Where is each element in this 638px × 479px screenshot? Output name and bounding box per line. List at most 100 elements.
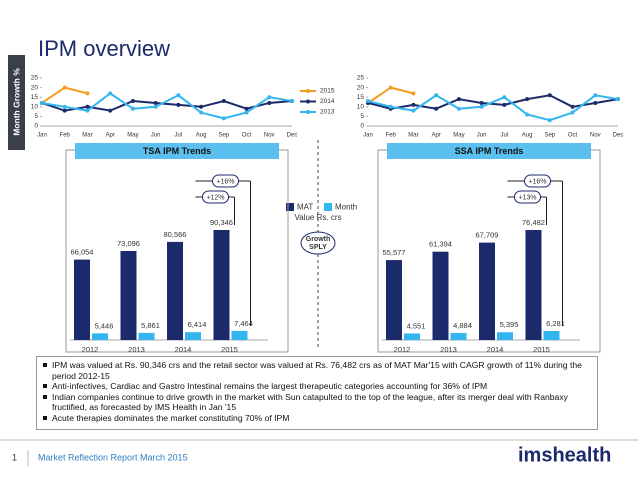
report-name: Market Reflection Report March 2015	[38, 452, 188, 462]
legend-swatch	[286, 203, 294, 211]
x-tick-label: 2014	[487, 345, 504, 354]
x-tick-label: 2013	[440, 345, 457, 354]
point	[40, 100, 44, 105]
growth-label: Growth	[306, 236, 331, 243]
y-tick-label: 25	[31, 75, 39, 82]
point	[411, 91, 416, 96]
line-series	[41, 92, 293, 120]
y-tick-label: 15	[31, 94, 39, 101]
point	[388, 85, 393, 90]
bar	[386, 260, 402, 340]
point	[525, 97, 530, 102]
line-series	[367, 86, 414, 104]
bar-label: 4,884	[453, 321, 472, 330]
legend-unit: Value Rs. crs	[295, 213, 342, 222]
x-tick-label: 2012	[82, 345, 99, 354]
point	[479, 100, 484, 105]
line-series	[367, 94, 619, 110]
point	[130, 99, 135, 104]
side-tab	[8, 55, 25, 150]
point	[290, 99, 294, 104]
y-tick-label: 10	[357, 104, 365, 111]
x-tick-label: May	[127, 133, 138, 139]
y-tick-label: 20	[357, 84, 365, 91]
bar	[92, 333, 108, 340]
bullet: Anti-infectives, Cardiac and Gastro Inte…	[43, 381, 591, 392]
bar	[404, 333, 420, 340]
point	[411, 102, 416, 107]
x-tick-label: Dec	[287, 133, 298, 139]
x-tick-label: Feb	[386, 133, 397, 139]
bar	[74, 259, 90, 340]
point	[221, 99, 226, 104]
x-tick-label: 2012	[394, 345, 411, 354]
point	[525, 112, 530, 117]
point	[547, 118, 552, 123]
y-tick-label: 5	[34, 113, 38, 120]
x-tick-label: Sep	[218, 133, 229, 139]
x-tick-label: Apr	[106, 133, 115, 139]
bar-label: 76,482	[522, 218, 545, 227]
panel-title: TSA IPM Trends	[143, 146, 211, 156]
x-tick-label: Oct	[242, 133, 252, 139]
point	[456, 106, 461, 111]
bar	[525, 230, 542, 340]
x-tick-label: Jul	[175, 133, 183, 139]
bar	[479, 242, 495, 340]
x-tick-label: Jan	[363, 133, 373, 139]
x-tick-label: 2013	[128, 345, 145, 354]
point	[85, 108, 90, 113]
bar-label: 66,054	[71, 248, 94, 257]
point	[434, 106, 439, 111]
growth-label: +16%	[528, 178, 546, 185]
x-tick-label: Nov	[264, 133, 275, 139]
bar-label: 6,281	[546, 319, 565, 328]
line-series	[41, 99, 293, 112]
page-number: 1	[12, 452, 17, 462]
line-series	[367, 94, 619, 122]
x-tick-label: Jan	[37, 133, 47, 139]
legend-marker	[306, 110, 310, 114]
y-tick-label: 20	[31, 84, 39, 91]
bar-label: 4,551	[407, 321, 426, 330]
point	[570, 110, 575, 115]
point	[108, 91, 113, 96]
bar	[450, 332, 467, 340]
panel-header	[75, 143, 279, 159]
bar	[185, 332, 201, 340]
x-tick-label: Jun	[477, 133, 487, 139]
y-tick-label: 5	[360, 113, 364, 120]
x-tick-label: Mar	[82, 133, 92, 139]
bar-label: 5,861	[141, 321, 160, 330]
point	[411, 108, 416, 113]
x-tick-label: Feb	[60, 133, 71, 139]
point	[199, 104, 204, 109]
growth-label: +16%	[216, 178, 234, 185]
y-tick-label: 0	[34, 123, 38, 130]
legend-marker	[306, 89, 310, 93]
point	[366, 99, 370, 104]
legend-label: 2013	[320, 109, 335, 116]
point	[199, 110, 204, 115]
x-tick-label: May	[453, 133, 464, 139]
point	[502, 95, 507, 100]
bar	[231, 330, 248, 340]
bar-label: 55,577	[383, 248, 406, 257]
point	[593, 100, 598, 105]
x-tick-label: 2014	[175, 345, 192, 354]
x-tick-label: 2015	[533, 345, 550, 354]
point	[388, 104, 393, 109]
point	[244, 110, 249, 115]
point	[267, 95, 272, 100]
bar	[543, 330, 560, 340]
growth-label: +13%	[518, 194, 536, 201]
side-label: Month Growth %	[11, 68, 21, 136]
point	[62, 85, 67, 90]
bullet-box: IPM was valued at Rs. 90,346 crs and the…	[36, 356, 598, 430]
point	[221, 116, 226, 121]
x-tick-label: Oct	[568, 133, 578, 139]
growth-label: +12%	[206, 194, 224, 201]
x-tick-label: Aug	[196, 133, 207, 139]
point	[593, 93, 598, 98]
bar-label: 67,709	[476, 231, 499, 240]
